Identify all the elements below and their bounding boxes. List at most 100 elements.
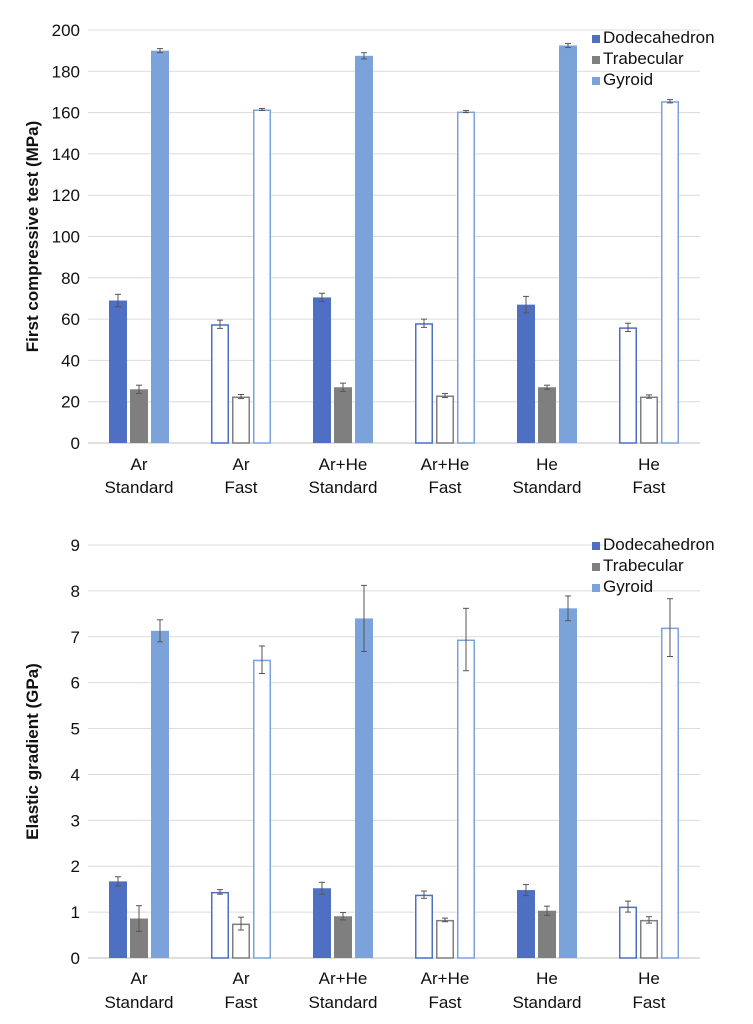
bar-dodecahedron bbox=[109, 300, 127, 443]
x-tick-label: Ar bbox=[233, 455, 250, 474]
bar-trabecular bbox=[436, 919, 454, 959]
bar-gyroid bbox=[457, 639, 475, 959]
error-bar bbox=[361, 52, 367, 60]
x-tick-label: Standard bbox=[513, 993, 582, 1012]
y-tick-label: 3 bbox=[71, 811, 80, 830]
bar-dodecahedron bbox=[517, 304, 535, 443]
y-tick-label: 100 bbox=[52, 228, 80, 247]
y-tick-label: 60 bbox=[61, 310, 80, 329]
legend-label: Gyroid bbox=[603, 70, 653, 89]
y-tick-label: 120 bbox=[52, 186, 80, 205]
y-tick-label: 40 bbox=[61, 351, 80, 370]
bar-dodecahedron bbox=[517, 890, 535, 958]
x-tick-label: Fast bbox=[428, 993, 461, 1012]
error-bar bbox=[667, 598, 673, 658]
bar-gyroid bbox=[151, 630, 169, 958]
y-tick-label: 0 bbox=[71, 949, 80, 968]
error-bar bbox=[136, 384, 142, 394]
error-bar bbox=[361, 584, 367, 652]
error-bar bbox=[421, 318, 427, 328]
bar-trabecular bbox=[538, 387, 556, 443]
error-bar bbox=[115, 293, 121, 308]
x-tick-label: Standard bbox=[105, 993, 174, 1012]
y-tick-label: 1 bbox=[71, 903, 80, 922]
error-bar bbox=[340, 912, 346, 921]
error-bar bbox=[319, 292, 325, 303]
x-tick-label: Ar+He bbox=[319, 455, 368, 474]
x-tick-label: Standard bbox=[309, 478, 378, 497]
x-tick-label: Fast bbox=[428, 478, 461, 497]
y-tick-label: 200 bbox=[52, 21, 80, 40]
bar-dodecahedron bbox=[313, 888, 331, 958]
error-bar bbox=[238, 393, 244, 400]
bar-gyroid bbox=[457, 111, 475, 444]
error-bar bbox=[157, 619, 163, 643]
x-tick-label: He bbox=[638, 455, 660, 474]
bar-gyroid bbox=[661, 627, 679, 959]
legend-swatch bbox=[592, 542, 600, 550]
error-bar bbox=[157, 48, 163, 54]
y-tick-label: 8 bbox=[71, 582, 80, 601]
bar-gyroid bbox=[151, 50, 169, 444]
legend-label: Dodecahedron bbox=[603, 28, 715, 47]
y-tick-label: 80 bbox=[61, 269, 80, 288]
bar-dodecahedron bbox=[211, 324, 229, 444]
error-bar bbox=[259, 645, 265, 674]
x-tick-label: Fast bbox=[632, 993, 665, 1012]
x-tick-label: Fast bbox=[632, 478, 665, 497]
x-tick-label: Fast bbox=[224, 993, 257, 1012]
error-bar bbox=[463, 110, 469, 114]
y-tick-label: 2 bbox=[71, 857, 80, 876]
bar-trabecular bbox=[640, 396, 658, 444]
bar-dodecahedron bbox=[619, 327, 637, 444]
y-tick-label: 140 bbox=[52, 145, 80, 164]
bar-trabecular bbox=[232, 396, 250, 444]
error-bar bbox=[442, 917, 448, 923]
bar-gyroid bbox=[253, 659, 271, 959]
x-tick-label: Standard bbox=[105, 478, 174, 497]
bar-trabecular bbox=[640, 919, 658, 959]
x-tick-label: Ar bbox=[233, 969, 250, 988]
error-bar bbox=[421, 890, 427, 899]
bar-dodecahedron bbox=[619, 906, 637, 959]
y-tick-label: 5 bbox=[71, 720, 80, 739]
y-tick-label: 160 bbox=[52, 104, 80, 123]
error-bar bbox=[442, 392, 448, 399]
bar-gyroid bbox=[661, 101, 679, 444]
error-bar bbox=[667, 99, 673, 104]
x-tick-label: Ar bbox=[131, 455, 148, 474]
bar-dodecahedron bbox=[415, 323, 433, 444]
error-bar bbox=[565, 42, 571, 49]
bar-trabecular bbox=[334, 387, 352, 443]
legend-swatch bbox=[592, 35, 600, 43]
error-bar bbox=[625, 322, 631, 332]
x-tick-label: Ar+He bbox=[421, 455, 470, 474]
legend-label: Gyroid bbox=[603, 577, 653, 596]
x-tick-label: Ar bbox=[131, 969, 148, 988]
x-tick-label: Ar+He bbox=[319, 969, 368, 988]
error-bar bbox=[136, 905, 142, 932]
error-bar bbox=[340, 382, 346, 392]
legend-swatch bbox=[592, 77, 600, 85]
legend-swatch bbox=[592, 56, 600, 64]
error-bar bbox=[463, 607, 469, 672]
error-bar bbox=[523, 884, 529, 897]
legend-label: Trabecular bbox=[603, 49, 684, 68]
x-tick-label: Fast bbox=[224, 478, 257, 497]
x-tick-label: Ar+He bbox=[421, 969, 470, 988]
x-tick-label: He bbox=[536, 455, 558, 474]
y-tick-label: 4 bbox=[71, 765, 80, 784]
legend-swatch bbox=[592, 563, 600, 571]
bar-gyroid bbox=[253, 109, 271, 444]
bar-gyroid bbox=[559, 608, 577, 958]
error-bar bbox=[319, 881, 325, 895]
error-bar bbox=[646, 916, 652, 924]
error-bar bbox=[646, 394, 652, 399]
x-tick-label: Standard bbox=[513, 478, 582, 497]
legend-label: Trabecular bbox=[603, 556, 684, 575]
y-axis-label: First compressive test (MPa) bbox=[23, 121, 42, 352]
bar-gyroid bbox=[355, 618, 373, 958]
bar-dodecahedron bbox=[415, 894, 433, 959]
error-bar bbox=[625, 900, 631, 913]
